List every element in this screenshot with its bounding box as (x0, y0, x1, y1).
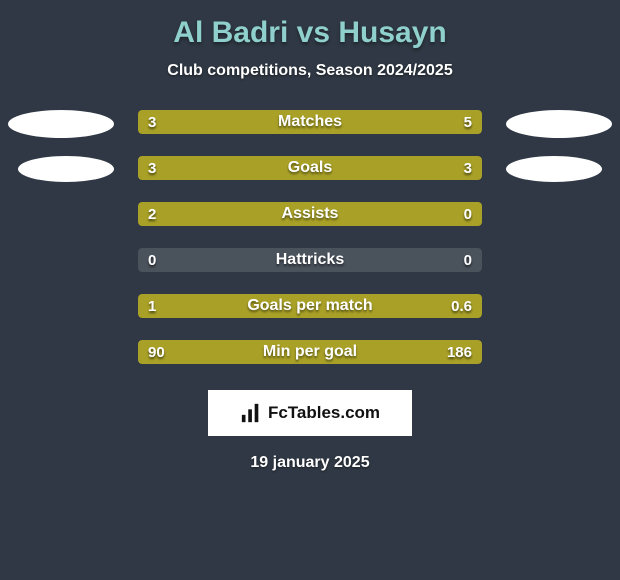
player-right-avatar-placeholder (506, 110, 612, 138)
stat-left-value: 2 (148, 202, 156, 226)
bar-left-fill (138, 110, 267, 134)
stat-rows: 35Matches33Goals20Assists00Hattricks10.6… (0, 110, 620, 364)
player-left-avatar-placeholder (8, 110, 114, 138)
stat-right-value: 0.6 (451, 294, 472, 318)
page-subtitle: Club competitions, Season 2024/2025 (167, 62, 452, 80)
stat-row: 33Goals (138, 156, 482, 180)
stats-block: 35Matches33Goals20Assists00Hattricks10.6… (0, 110, 620, 386)
bar-left-fill (138, 294, 353, 318)
stat-left-value: 0 (148, 248, 156, 272)
player-right-avatar-placeholder (506, 156, 602, 182)
page-title: Al Badri vs Husayn (173, 16, 446, 50)
stat-right-value: 186 (447, 340, 472, 364)
date-label: 19 january 2025 (250, 454, 369, 472)
stat-left-value: 3 (148, 156, 156, 180)
stat-right-value: 3 (464, 156, 472, 180)
brand-badge: FcTables.com (208, 390, 412, 436)
stat-row: 00Hattricks (138, 248, 482, 272)
stat-right-value: 5 (464, 110, 472, 134)
stat-row: 90186Min per goal (138, 340, 482, 364)
bar-right-fill (310, 156, 482, 180)
bar-background (138, 248, 482, 272)
bar-right-fill (267, 110, 482, 134)
stat-row: 35Matches (138, 110, 482, 134)
stat-left-value: 3 (148, 110, 156, 134)
stat-row: 20Assists (138, 202, 482, 226)
player-left-avatar-placeholder (18, 156, 114, 182)
bars-icon (240, 402, 262, 424)
stat-left-value: 90 (148, 340, 165, 364)
comparison-card: Al Badri vs Husayn Club competitions, Se… (0, 0, 620, 580)
stat-left-value: 1 (148, 294, 156, 318)
bar-left-fill (138, 202, 482, 226)
stat-right-value: 0 (464, 202, 472, 226)
stat-row: 10.6Goals per match (138, 294, 482, 318)
bar-left-fill (138, 156, 310, 180)
stat-right-value: 0 (464, 248, 472, 272)
brand-text: FcTables.com (268, 403, 380, 423)
